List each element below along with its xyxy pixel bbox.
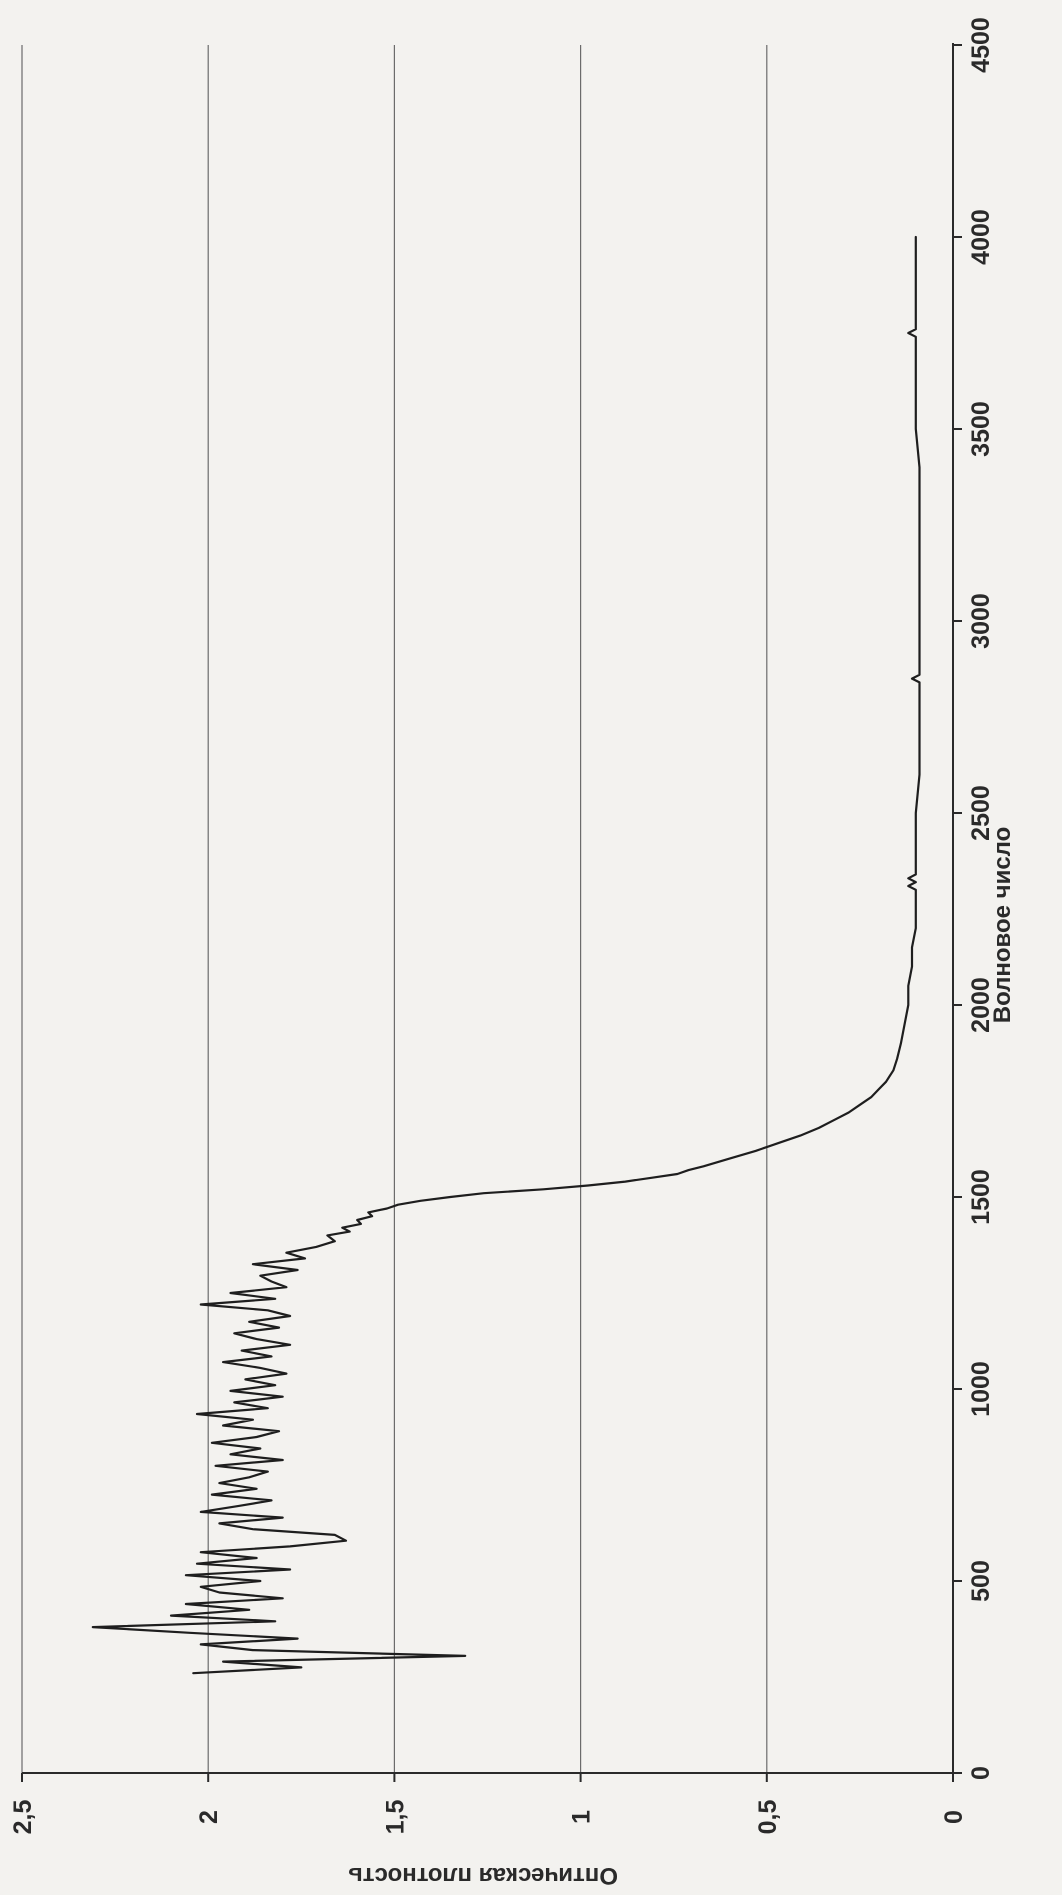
spectrum-line: [91, 235, 921, 1675]
y-axis-title: Оптическая плотность: [348, 1862, 618, 1889]
x-tick-label: 4500: [967, 17, 995, 73]
x-tick-label: 3500: [967, 401, 995, 457]
x-tick-label: 4000: [967, 209, 995, 265]
series-layer: [91, 235, 921, 1675]
x-tick-label: 0: [967, 1766, 995, 1780]
tick-labels: 0 500 1000 1500 2000 2500 3000 3500 4000 4500 0 0,5…: [9, 17, 995, 1834]
y-tick-label: 2: [195, 1810, 223, 1824]
y-tick-label: 2,5: [9, 1800, 37, 1835]
x-tick-label: 2500: [967, 785, 995, 841]
y-tick-label: 0,5: [754, 1800, 782, 1835]
y-tick-label: 1,5: [381, 1800, 409, 1835]
y-tick-label: 0: [940, 1810, 968, 1824]
axes: [21, 43, 962, 1782]
x-tick-label: 2000: [967, 977, 995, 1033]
x-tick-label: 3000: [967, 593, 995, 649]
y-tick-label: 1: [568, 1810, 596, 1824]
gridlines: [21, 45, 768, 1773]
x-tick-label: 1500: [967, 1169, 995, 1225]
x-tick-label: 500: [967, 1560, 995, 1602]
x-tick-label: 1000: [967, 1361, 995, 1417]
x-axis-title: Волновое число: [989, 827, 1016, 1024]
